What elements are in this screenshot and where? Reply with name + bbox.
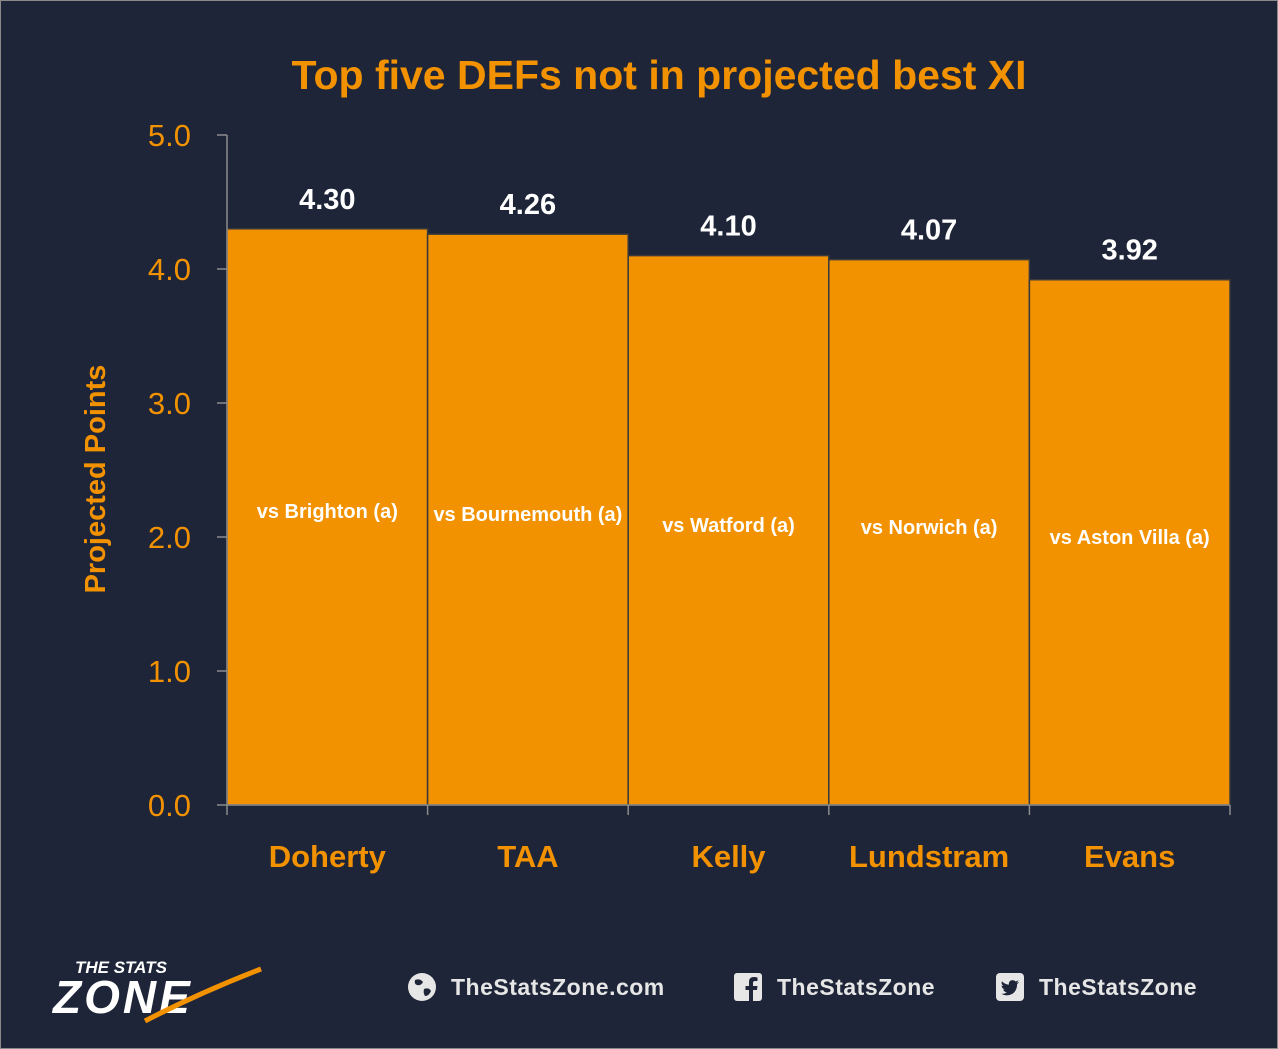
- the-stats-zone-logo: THE STATS ZONE: [51, 958, 262, 1024]
- facebook-icon: [731, 970, 765, 1004]
- bar-taa: [426, 233, 629, 806]
- axes-layer: [217, 134, 1231, 815]
- y-tick-label: 4.0: [148, 252, 191, 287]
- bar-lundstram: [828, 258, 1031, 806]
- data-label: 4.30: [299, 184, 355, 216]
- website-text: TheStatsZone.com: [451, 973, 665, 1000]
- logo-swoosh-icon: [143, 966, 262, 1024]
- x-tick-label: Doherty: [269, 839, 387, 874]
- data-label: 3.92: [1101, 235, 1157, 267]
- globe-icon: [405, 970, 439, 1004]
- logo-line1: THE STATS: [75, 958, 168, 977]
- y-tick-label: 0.0: [148, 788, 191, 823]
- x-tick-label: Lundstram: [849, 839, 1009, 874]
- chart-title: Top five DEFs not in projected best XI: [291, 52, 1026, 98]
- y-tick-label: 2.0: [148, 520, 191, 555]
- bars-layer: [226, 228, 1231, 806]
- bar-annotation: vs Aston Villa (a): [1050, 527, 1210, 549]
- x-tick-label: TAA: [497, 839, 558, 874]
- bar-annotation: vs Norwich (a): [861, 517, 998, 539]
- data-label: 4.26: [500, 189, 556, 221]
- twitter-text: TheStatsZone: [1039, 973, 1198, 1000]
- data-label: 4.07: [901, 215, 957, 247]
- bar-evans: [1028, 278, 1231, 806]
- y-tick-label: 1.0: [148, 654, 191, 689]
- x-tick-label: Kelly: [691, 839, 766, 874]
- x-tick-label: Evans: [1084, 839, 1175, 874]
- twitter-icon: [993, 970, 1027, 1004]
- logo-line2: ZONE: [51, 971, 193, 1023]
- bar-annotation: vs Bournemouth (a): [433, 504, 622, 526]
- y-tick-label: 5.0: [148, 118, 191, 153]
- bar-doherty: [226, 228, 429, 806]
- footer-website[interactable]: TheStatsZone.com: [405, 969, 665, 1005]
- footer-facebook[interactable]: TheStatsZone: [731, 969, 935, 1005]
- footer-twitter[interactable]: TheStatsZone: [993, 969, 1197, 1005]
- data-label: 4.10: [700, 211, 756, 243]
- y-axis-label: Projected Points: [80, 365, 112, 594]
- bar-annotation: vs Watford (a): [662, 515, 795, 537]
- labels-layer: 0.0 1.0 2.0 3.0 4.0 5.0 Doherty 4.30 vs Brighton…: [148, 118, 1210, 874]
- bar-annotation: vs Brighton (a): [257, 501, 398, 523]
- y-tick-label: 3.0: [148, 386, 191, 421]
- facebook-text: TheStatsZone: [777, 973, 936, 1000]
- bar-kelly: [627, 254, 830, 806]
